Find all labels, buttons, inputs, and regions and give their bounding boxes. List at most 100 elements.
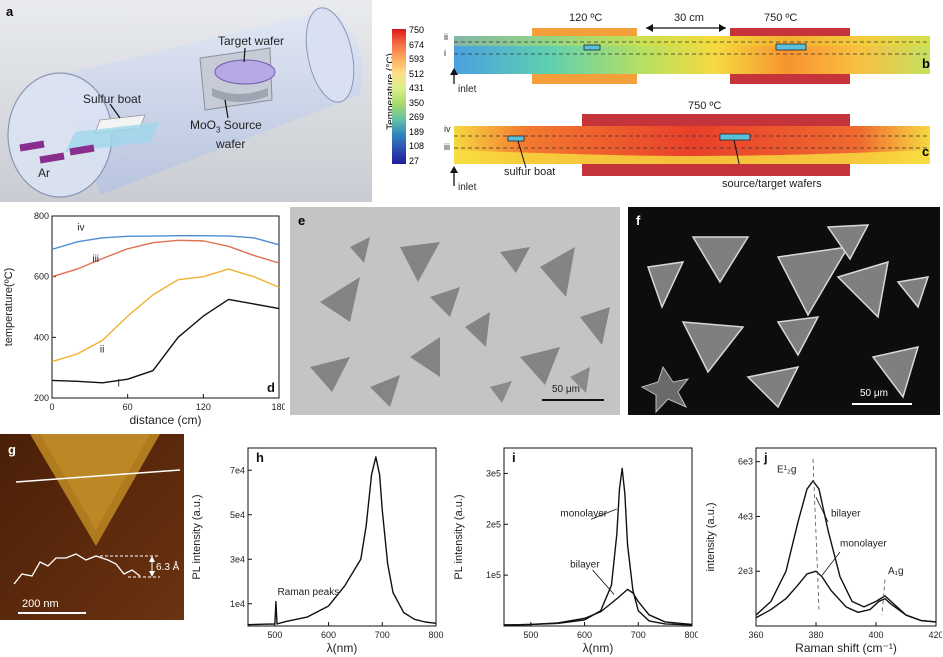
x-tick-label: 0 (49, 402, 54, 412)
x-tick-label: 600 (577, 630, 592, 640)
scale-bar-label: 200 nm (22, 598, 59, 610)
colorbar-tick-label: 350 (409, 97, 425, 108)
series-line-ii (51, 268, 280, 363)
y-tick-label: 5e4 (230, 510, 245, 520)
x-tick-label: 800 (428, 630, 443, 640)
y-tick-label: 800 (34, 211, 49, 221)
x-tick-label: 380 (808, 630, 823, 640)
panel-label: e (298, 213, 306, 228)
x-axis-label: λ(nm) (583, 641, 614, 655)
y-tick-label: 2e5 (486, 519, 501, 529)
y-tick-label: 3e4 (230, 554, 245, 564)
chart-j: 360 380 400 420 2e3 4e3 6e3 Raman shift (cm⁻¹) i… (705, 447, 942, 655)
x-tick-label: 500 (523, 630, 538, 640)
panel-label: f (636, 213, 641, 228)
annotation: monolayer (840, 539, 887, 550)
heater-right-bottom (730, 74, 850, 84)
panel-label: a (6, 4, 14, 19)
panel-i: 500 600 700 800 1e5 2e5 3e5 λ(nm) PL intensity (… (450, 434, 698, 656)
leader-line (815, 497, 829, 523)
series-line (247, 456, 437, 626)
x-axis-label: λ(nm) (327, 641, 358, 655)
colorbar-tick-label: 750 (409, 25, 425, 35)
annotation: Raman peaks (278, 587, 340, 598)
y-tick-label: 4e3 (738, 511, 753, 521)
x-tick-label: 800 (684, 630, 698, 640)
colorbar-tick-label: 512 (409, 68, 425, 79)
ar-label: Ar (38, 166, 50, 180)
wafers-c-label: source/target wafers (722, 178, 822, 190)
x-tick-label: 420 (928, 630, 942, 640)
panel-label: c (922, 144, 930, 159)
x-tick-label: 180 (271, 402, 285, 412)
heater-c-bottom (582, 164, 850, 176)
plot-frame (247, 447, 437, 627)
inlet-label: inlet (458, 84, 477, 95)
height-label: 6.3 Å (156, 562, 180, 573)
y-axis-label: PL intensity (a.u.) (453, 494, 465, 579)
y-tick-label: 3e5 (486, 468, 501, 478)
panel-e: e 50 μm (290, 207, 620, 415)
x-tick-label: 400 (868, 630, 883, 640)
chart-d: 0 60 120 180 200 400 600 800 distance (cm) temper… (3, 211, 285, 427)
annotation: E¹₂g (777, 465, 796, 476)
plot-frame (503, 447, 693, 627)
furnace-schematic (0, 0, 372, 202)
series-line-monolayer (503, 467, 693, 626)
line-ii-label: ii (444, 32, 448, 42)
chart-h: 500 600 700 800 1e4 3e4 5e4 7e4 λ(nm) PL intensit… (191, 447, 444, 655)
panel-label: g (8, 442, 16, 457)
peak-marker (812, 458, 820, 610)
x-tick-label: 60 (123, 402, 133, 412)
line-i-label: i (444, 48, 446, 58)
temp-left: 120 ºC (569, 12, 603, 24)
y-tick-label: 1e4 (230, 599, 245, 609)
heater-left-bottom (532, 74, 637, 84)
sulfur-boat-c-label: sulfur boat (504, 166, 556, 178)
panel-label: d (267, 380, 275, 395)
line-iii-label: iii (444, 142, 450, 152)
panel-b: 120 ºC 30 cm 750 ºC ii i inlet b (444, 12, 940, 102)
series-line-bilayer (755, 480, 937, 623)
source-wafer-text-2: wafer (216, 137, 246, 152)
leader-line (590, 508, 617, 520)
y-tick-label: 600 (34, 272, 49, 282)
panel-f: f 50 μm (628, 207, 940, 415)
colorbar-tick-label: 431 (409, 83, 425, 93)
scale-bar-label: 50 μm (860, 388, 888, 399)
heater-left-top (532, 28, 637, 38)
line-iv-label: iv (444, 124, 451, 134)
x-tick-label: 120 (196, 402, 211, 412)
temp-right: 750 ºC (764, 12, 798, 24)
annotation: iii (92, 254, 99, 265)
annotation: monolayer (560, 509, 607, 520)
source-wafer-sub: 3 (216, 125, 221, 135)
annotation: A₁g (888, 566, 904, 577)
series-line-iii (51, 239, 280, 278)
x-tick-label: 700 (375, 630, 390, 640)
x-tick-label: 600 (321, 630, 336, 640)
panel-g: g 6.3 Å 200 nm (0, 434, 184, 620)
series-line-bilayer (503, 588, 693, 626)
chart-i: 500 600 700 800 1e5 2e5 3e5 λ(nm) PL intensity (… (453, 447, 698, 655)
source-wafer-label: MoO3 Source wafer (190, 118, 262, 151)
panel-c-overlay (450, 126, 930, 186)
series-line-iv (51, 235, 280, 251)
plot-frame (755, 447, 937, 627)
y-tick-label: 2e3 (738, 566, 753, 576)
panel-label: i (512, 450, 516, 465)
colorbar-tick-label: 189 (409, 126, 425, 137)
afm-image-g (0, 434, 184, 620)
annotation: bilayer (570, 560, 600, 571)
x-tick-label: 700 (631, 630, 646, 640)
y-tick-label: 7e4 (230, 465, 245, 475)
series-line-i (51, 298, 280, 384)
optical-image-f (640, 224, 930, 414)
target-wafer-label: Target wafer (218, 34, 285, 48)
heater-c-top (582, 114, 850, 126)
y-tick-label: 6e3 (738, 457, 753, 467)
colorbar-gradient (392, 29, 406, 164)
panel-a: a Target wafer Sulfur boat MoO3 Source w… (0, 0, 372, 202)
colorbar-tick-label: 593 (409, 54, 425, 64)
source-wafer-text: MoO (190, 118, 217, 132)
